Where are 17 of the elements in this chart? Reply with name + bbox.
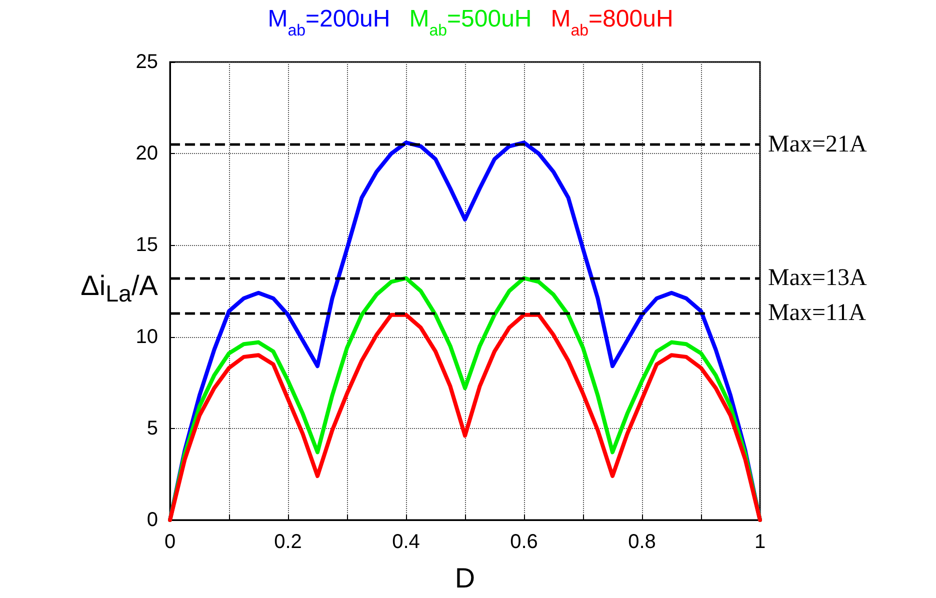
x-tick-label: 0.2 bbox=[274, 531, 302, 553]
y-tick-label: 0 bbox=[146, 509, 158, 531]
x-tick-label: 1 bbox=[754, 531, 766, 553]
y-tick-label: 25 bbox=[136, 51, 158, 73]
x-tick-label: 0.6 bbox=[510, 531, 538, 553]
ref-line-label: Max=21A bbox=[768, 131, 868, 158]
ref-line-label: Max=13A bbox=[768, 265, 868, 292]
x-tick-label: 0.8 bbox=[628, 531, 656, 553]
x-tick-label: 0 bbox=[164, 531, 176, 553]
x-axis-title: D bbox=[454, 562, 476, 594]
y-tick-label: 20 bbox=[136, 142, 158, 165]
x-tick-label: 0.4 bbox=[392, 531, 420, 553]
y-tick-label: 5 bbox=[146, 417, 158, 440]
y-tick-label: 10 bbox=[136, 326, 158, 348]
ref-line-label: Max=11A bbox=[768, 300, 867, 326]
y-tick-label: 15 bbox=[136, 234, 158, 256]
y-axis-title: Δi$_{La}$/A bbox=[80, 270, 158, 308]
